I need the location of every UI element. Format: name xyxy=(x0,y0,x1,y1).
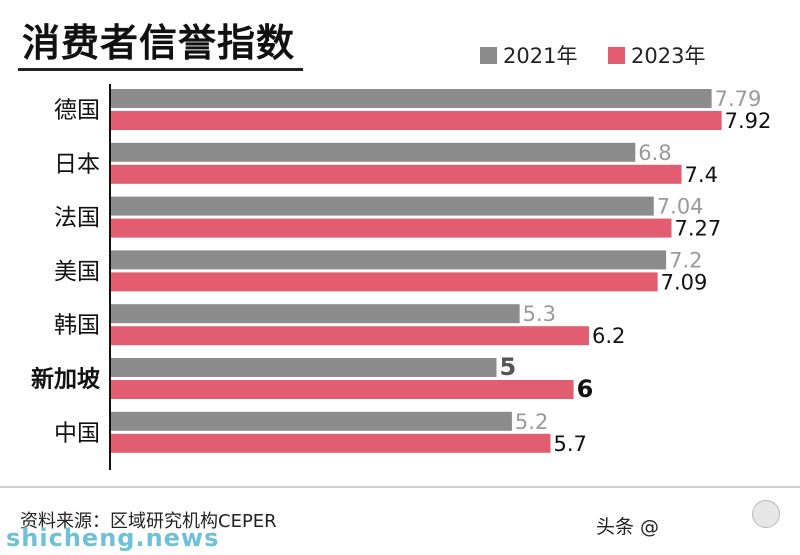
bar-2023 xyxy=(111,433,551,453)
bar-2021 xyxy=(111,304,520,324)
value-label-2021: 7.04 xyxy=(657,195,704,219)
category-label: 新加坡 xyxy=(31,366,100,393)
category-label: 美国 xyxy=(54,259,100,285)
footer-divider xyxy=(0,486,800,488)
legend-label-2021: 2021年 xyxy=(503,44,578,68)
category-label: 法国 xyxy=(54,205,100,231)
category-label: 中国 xyxy=(54,420,100,446)
value-label-2023: 7.27 xyxy=(675,217,722,241)
source-note: 资料来源：区域研究机构CEPER xyxy=(20,511,277,532)
bar-chart: 德国 7.797.92 日本 6.8 7.4 法国 7.047.27 美国 7.27.09 韩国 5… xyxy=(31,84,772,470)
bar-2023 xyxy=(111,164,682,184)
value-label-2023: 5.7 xyxy=(553,432,586,456)
bar-2021 xyxy=(111,89,712,108)
bar-2021 xyxy=(111,411,512,431)
bar-2021 xyxy=(111,142,636,162)
value-label-2021: 6.8 xyxy=(638,141,671,165)
category-label: 德国 xyxy=(54,98,100,124)
value-label-2023: 7.09 xyxy=(661,270,708,294)
value-label-2021: 7.2 xyxy=(669,248,702,272)
bar-2023 xyxy=(111,326,590,346)
bar-2023 xyxy=(111,218,672,238)
value-label-2021: 5.3 xyxy=(523,302,556,326)
value-label-2023: 7.92 xyxy=(725,109,772,133)
value-label-2023: 7.4 xyxy=(685,163,718,187)
bar-2021 xyxy=(111,196,654,216)
value-label-2023: 6 xyxy=(577,375,594,403)
legend-item-2021: 2021年 xyxy=(480,40,577,70)
bar-2023 xyxy=(111,272,658,292)
bar-2021 xyxy=(111,250,667,270)
chart-title: 消费者信誉指数 xyxy=(22,21,296,65)
toutiao-watermark: 头条 @ xyxy=(596,516,660,538)
value-label-2021: 5 xyxy=(500,353,517,381)
bar-2021 xyxy=(111,358,497,377)
bar-2023 xyxy=(111,111,722,130)
watermark-logo-icon xyxy=(752,500,780,528)
legend-label-2023: 2023年 xyxy=(631,44,706,68)
legend-swatch-2023 xyxy=(608,46,625,64)
category-label: 韩国 xyxy=(54,313,100,339)
value-label-2023: 6.2 xyxy=(592,324,625,348)
bar-2023 xyxy=(111,380,574,399)
site-watermark: shicheng.news xyxy=(6,524,220,552)
value-label-2021: 7.79 xyxy=(715,87,762,111)
title-underline xyxy=(18,68,303,71)
legend-swatch-2021 xyxy=(480,46,497,64)
value-label-2021: 5.2 xyxy=(515,410,548,434)
legend-item-2023: 2023年 xyxy=(608,40,705,70)
category-label: 日本 xyxy=(54,151,100,177)
